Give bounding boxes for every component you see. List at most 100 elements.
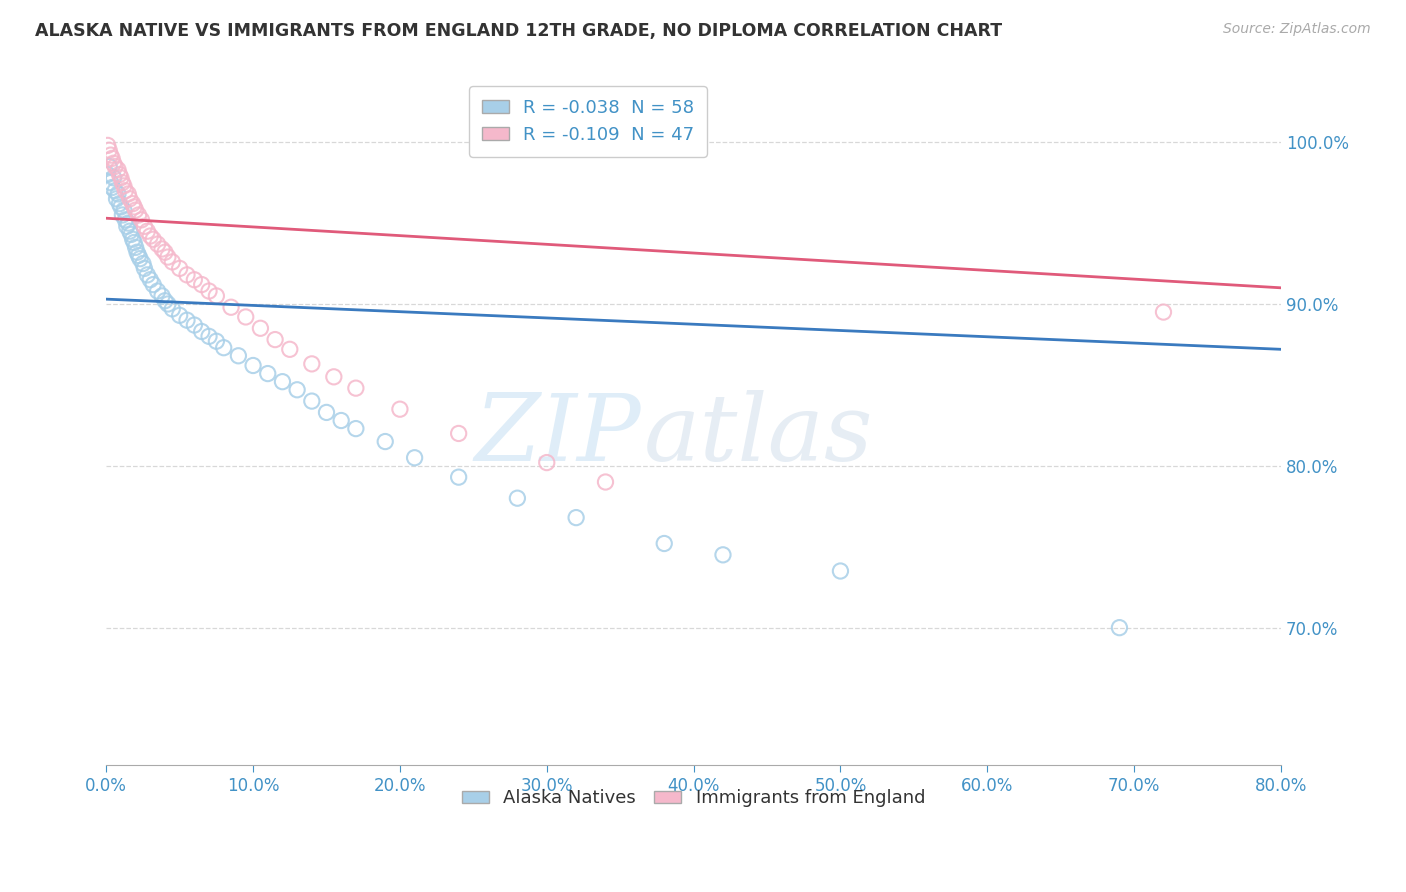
- Point: [131, 212, 153, 227]
- Point: [103, 156, 125, 170]
- Text: atlas: atlas: [644, 390, 873, 480]
- Point: [205, 289, 228, 303]
- Point: [136, 268, 159, 282]
- Point: [242, 359, 264, 373]
- Point: [100, 176, 122, 190]
- Point: [128, 248, 150, 262]
- Point: [344, 421, 367, 435]
- Point: [506, 491, 529, 506]
- Point: [124, 240, 146, 254]
- Point: [190, 325, 212, 339]
- Point: [212, 341, 235, 355]
- Point: [652, 536, 675, 550]
- Point: [190, 277, 212, 292]
- Point: [153, 245, 176, 260]
- Point: [301, 357, 323, 371]
- Point: [146, 237, 169, 252]
- Point: [97, 138, 120, 153]
- Point: [169, 309, 191, 323]
- Point: [198, 329, 221, 343]
- Point: [122, 235, 145, 250]
- Point: [156, 297, 179, 311]
- Point: [271, 375, 294, 389]
- Point: [134, 219, 156, 234]
- Point: [111, 176, 134, 190]
- Point: [176, 313, 198, 327]
- Point: [98, 143, 121, 157]
- Point: [129, 252, 152, 266]
- Point: [315, 405, 337, 419]
- Point: [136, 224, 159, 238]
- Point: [264, 333, 287, 347]
- Point: [124, 203, 146, 218]
- Point: [139, 229, 162, 244]
- Point: [134, 261, 156, 276]
- Point: [344, 381, 367, 395]
- Point: [122, 200, 145, 214]
- Point: [388, 402, 411, 417]
- Point: [118, 224, 141, 238]
- Point: [322, 369, 344, 384]
- Point: [235, 310, 257, 324]
- Point: [205, 334, 228, 349]
- Point: [117, 186, 139, 201]
- Point: [595, 475, 617, 489]
- Point: [121, 196, 143, 211]
- Point: [125, 245, 148, 260]
- Point: [142, 277, 165, 292]
- Point: [830, 564, 852, 578]
- Point: [198, 284, 221, 298]
- Point: [111, 208, 134, 222]
- Point: [536, 456, 558, 470]
- Point: [107, 162, 129, 177]
- Point: [108, 168, 131, 182]
- Point: [139, 273, 162, 287]
- Point: [105, 192, 128, 206]
- Point: [150, 242, 173, 256]
- Point: [447, 470, 470, 484]
- Point: [249, 321, 271, 335]
- Legend: Alaska Natives, Immigrants from England: Alaska Natives, Immigrants from England: [454, 782, 932, 814]
- Point: [114, 212, 136, 227]
- Point: [285, 383, 308, 397]
- Point: [121, 232, 143, 246]
- Point: [565, 510, 588, 524]
- Point: [219, 300, 242, 314]
- Point: [110, 200, 132, 214]
- Point: [330, 413, 353, 427]
- Point: [115, 219, 138, 234]
- Point: [101, 152, 124, 166]
- Point: [374, 434, 396, 449]
- Point: [108, 196, 131, 211]
- Point: [120, 227, 142, 242]
- Point: [176, 268, 198, 282]
- Point: [128, 208, 150, 222]
- Point: [112, 203, 135, 218]
- Point: [228, 349, 250, 363]
- Point: [97, 168, 120, 182]
- Point: [104, 160, 127, 174]
- Point: [153, 293, 176, 308]
- Point: [117, 216, 139, 230]
- Point: [404, 450, 426, 465]
- Point: [142, 232, 165, 246]
- Point: [183, 318, 205, 332]
- Point: [1108, 621, 1130, 635]
- Point: [146, 284, 169, 298]
- Point: [103, 170, 125, 185]
- Point: [132, 256, 155, 270]
- Text: ZIP: ZIP: [474, 390, 641, 480]
- Point: [156, 250, 179, 264]
- Point: [162, 255, 184, 269]
- Point: [110, 170, 132, 185]
- Point: [118, 192, 141, 206]
- Text: ALASKA NATIVE VS IMMIGRANTS FROM ENGLAND 12TH GRADE, NO DIPLOMA CORRELATION CHAR: ALASKA NATIVE VS IMMIGRANTS FROM ENGLAND…: [35, 22, 1002, 40]
- Point: [169, 261, 191, 276]
- Point: [256, 367, 278, 381]
- Point: [107, 186, 129, 201]
- Point: [150, 289, 173, 303]
- Point: [98, 160, 121, 174]
- Point: [101, 180, 124, 194]
- Point: [112, 178, 135, 193]
- Text: Source: ZipAtlas.com: Source: ZipAtlas.com: [1223, 22, 1371, 37]
